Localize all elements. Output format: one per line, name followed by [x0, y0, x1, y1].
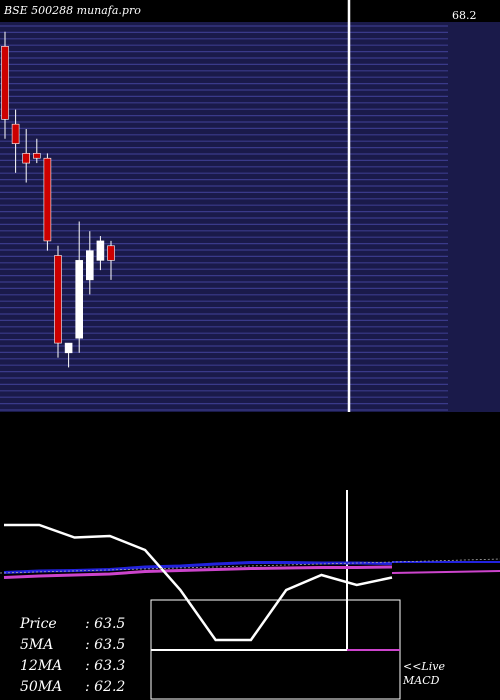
- stat-label: 12MA: [20, 658, 63, 674]
- bearish-candle: [32, 153, 41, 159]
- stat-5ma: 5MA : 63.5: [20, 635, 125, 656]
- bearish-candle: [11, 123, 20, 144]
- stat-label: 5MA: [20, 637, 54, 653]
- stat-50ma: 50MA : 62.2: [20, 677, 125, 698]
- bearish-candle: [54, 255, 62, 344]
- ma-line-magenta: [3, 565, 393, 579]
- bearish-candle: [43, 157, 52, 242]
- stat-12ma: 12MA : 63.3: [20, 656, 125, 677]
- bullish-candle: [64, 342, 73, 354]
- stats-panel: Price : 63.5 5MA : 63.5 12MA : 63.3 50MA…: [20, 614, 125, 698]
- stat-value: : 63.3: [85, 658, 126, 674]
- bullish-candle: [86, 250, 94, 281]
- live-macd-label[interactable]: <<Live MACD: [403, 660, 445, 688]
- stat-value: : 63.5: [85, 637, 126, 653]
- ma-line-blue: [3, 561, 393, 574]
- stat-price: Price : 63.5: [20, 614, 125, 635]
- live-link[interactable]: <<Live: [403, 660, 445, 673]
- ma-line-white: [4, 523, 393, 642]
- chart-title: BSE 500288 munafa.pro: [4, 4, 141, 17]
- bearish-candle: [22, 153, 31, 164]
- bullish-candle: [96, 240, 105, 261]
- stat-value: : 63.5: [85, 616, 126, 632]
- bullish-candle: [75, 260, 83, 339]
- stat-value: : 62.2: [85, 679, 126, 695]
- macd-label: MACD: [403, 674, 440, 687]
- stat-label: Price: [20, 616, 57, 632]
- ma-dotted-line: [0, 558, 500, 574]
- price-axis-top-label: 68.2: [452, 9, 477, 22]
- bearish-candle: [1, 46, 9, 120]
- bearish-candle: [107, 245, 115, 261]
- ma-line-magenta-extension: [391, 570, 500, 574]
- price-panel: [0, 22, 500, 412]
- stat-label: 50MA: [20, 679, 63, 695]
